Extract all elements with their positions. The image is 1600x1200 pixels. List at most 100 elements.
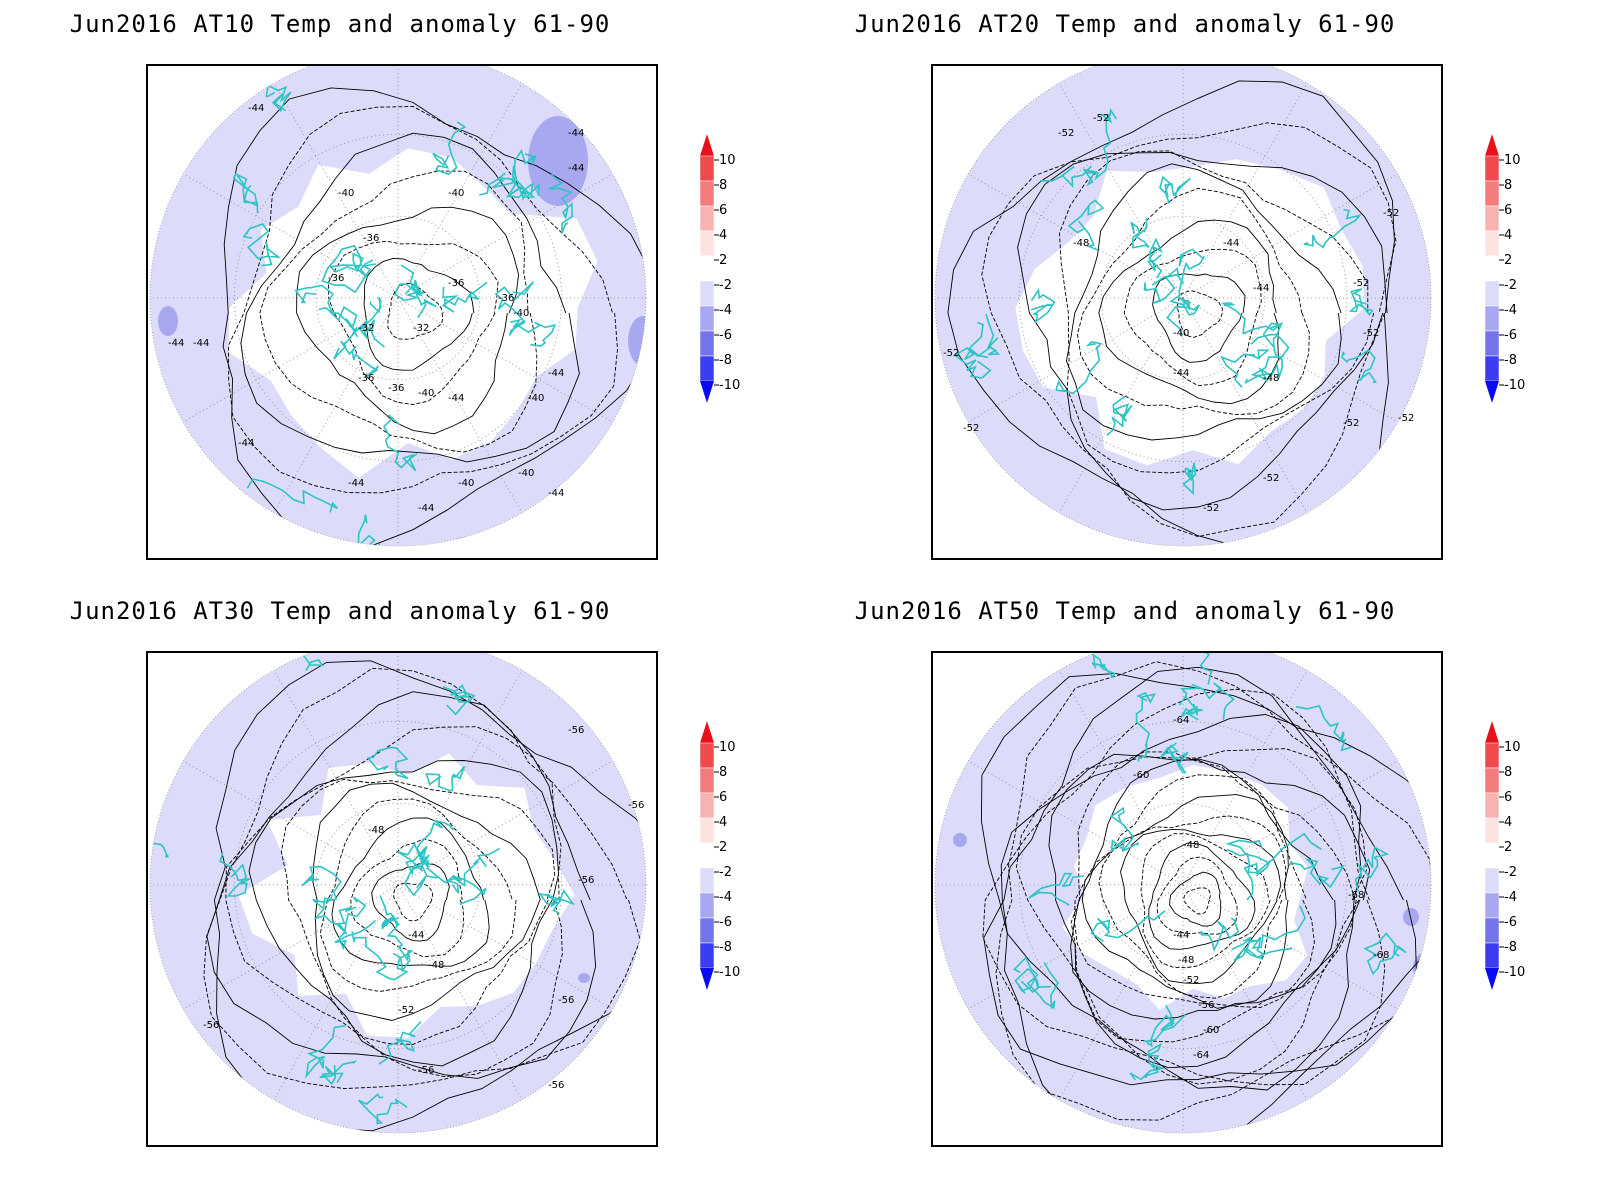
contour-label: -36 bbox=[328, 273, 344, 284]
temperature-contour bbox=[1065, 163, 1342, 441]
temperature-contour bbox=[980, 672, 1431, 1133]
contour-label: -60 bbox=[1203, 1025, 1219, 1036]
coastline bbox=[538, 889, 575, 914]
colorbar-label: 4 bbox=[1504, 228, 1512, 243]
contour-label: -40 bbox=[518, 468, 534, 479]
coastline bbox=[1220, 302, 1283, 348]
temperature-contour bbox=[371, 863, 450, 942]
temperature-contour bbox=[1070, 751, 1357, 1043]
polar-map: -44 -44 -44 -40 -40 -36 -36 -36 -36 -40 -32 -32 -36 -… bbox=[146, 64, 658, 560]
colorbar-segment bbox=[700, 942, 715, 969]
temperature-contour bbox=[1169, 871, 1222, 927]
contour-label: -52 bbox=[1383, 208, 1399, 219]
colorbar-label: -6 bbox=[719, 328, 732, 343]
colorbar-label: -2 bbox=[719, 865, 732, 880]
temperature-contour bbox=[1059, 150, 1375, 474]
coastline bbox=[246, 478, 339, 513]
colorbar-segment bbox=[700, 867, 715, 894]
coastline bbox=[1288, 858, 1345, 889]
contour-label: -56 bbox=[203, 1020, 219, 1031]
coastline bbox=[445, 847, 500, 894]
coastline bbox=[479, 165, 520, 198]
temperature-contour bbox=[995, 661, 1431, 1121]
meridian-line bbox=[968, 173, 1184, 299]
coastline bbox=[425, 765, 466, 792]
coastline bbox=[1159, 742, 1189, 774]
neutral-anomaly-region bbox=[1015, 159, 1365, 466]
meridian-line bbox=[1182, 297, 1308, 513]
colorbar-arrow-up bbox=[1485, 721, 1499, 743]
colorbar-label: -10 bbox=[719, 378, 740, 393]
colorbar-segment bbox=[1485, 180, 1500, 207]
meridian-line bbox=[1182, 760, 1398, 886]
meridian-line bbox=[1182, 884, 1308, 1100]
contour-label: -40 bbox=[1173, 328, 1189, 339]
coastline bbox=[1169, 248, 1206, 306]
coastline bbox=[1159, 175, 1191, 205]
meridian-line bbox=[273, 297, 399, 513]
colorbar-segment bbox=[700, 205, 715, 232]
colorbar-label: -2 bbox=[1504, 278, 1517, 293]
coastline bbox=[305, 1024, 346, 1079]
map-canvas: -56 -56 -56 -48 -44 -48 -52 -56 -56 -56 -56 bbox=[149, 653, 647, 1134]
coastline bbox=[441, 281, 488, 313]
colorbar-segment bbox=[1485, 867, 1500, 894]
colorbar-segment bbox=[1485, 767, 1500, 794]
colorbar-label: -6 bbox=[719, 915, 732, 930]
meridian-line bbox=[1182, 173, 1398, 299]
contour-label: -40 bbox=[458, 478, 474, 489]
colorbar-arrow-up bbox=[1485, 134, 1499, 156]
temperature-contour bbox=[280, 778, 556, 1045]
colorbar-label: 2 bbox=[1504, 253, 1512, 268]
colorbar-segment bbox=[1485, 917, 1500, 944]
contour-label: -48 bbox=[1263, 373, 1279, 384]
temperature-contour bbox=[1073, 774, 1315, 1009]
contour-label: -68 bbox=[1348, 890, 1364, 901]
neutral-anomaly-region bbox=[238, 753, 575, 1038]
contour-label: -56 bbox=[578, 875, 594, 886]
coastline bbox=[1143, 1005, 1186, 1048]
contour-label: -36 bbox=[363, 233, 379, 244]
polar-map: -56 -56 -56 -48 -44 -48 -52 -56 -56 -56 -56 bbox=[146, 651, 658, 1147]
coastline bbox=[1225, 839, 1270, 874]
coastline bbox=[1182, 462, 1198, 496]
coastline bbox=[1028, 872, 1085, 906]
coastline bbox=[397, 842, 438, 879]
colorbar-label: 8 bbox=[719, 178, 727, 193]
colorbar-label: -8 bbox=[719, 940, 732, 955]
colorbar-segment bbox=[700, 767, 715, 794]
colorbar-segment bbox=[700, 255, 715, 282]
coastline bbox=[432, 121, 467, 175]
colorbar-label: 6 bbox=[719, 203, 727, 218]
colorbar-label: -6 bbox=[1504, 915, 1517, 930]
contour-label: -32 bbox=[413, 323, 429, 334]
temperature-contour bbox=[1015, 748, 1367, 1085]
polar-map: -64 -60 -48 -44 -48 -52 -56 -60 -64 -68 -68 bbox=[931, 651, 1443, 1147]
colorbar-label: -8 bbox=[1504, 940, 1517, 955]
meridian-line bbox=[397, 297, 523, 513]
panel-at30: Jun2016 AT30 Temp and anomaly 61-90 -56-… bbox=[0, 597, 780, 1157]
contour-label: -36 bbox=[498, 293, 514, 304]
colorbar-segment bbox=[700, 792, 715, 819]
temperature-contour bbox=[213, 660, 646, 1132]
temperature-contour bbox=[1081, 794, 1289, 1009]
coastline bbox=[232, 172, 259, 214]
colorbar-segment bbox=[700, 742, 715, 769]
coastline bbox=[1135, 691, 1157, 762]
coastline bbox=[378, 1021, 422, 1065]
colorbar-segment bbox=[700, 842, 715, 869]
temperature-contour bbox=[1123, 248, 1262, 387]
colorbar-segment bbox=[700, 155, 715, 182]
colorbar-label: -4 bbox=[1504, 303, 1517, 318]
temperature-contour bbox=[328, 240, 499, 405]
meridian-line bbox=[397, 297, 613, 423]
strong-anomaly-patch bbox=[1393, 1013, 1409, 1031]
contour-label: -56 bbox=[548, 1080, 564, 1091]
meridian-line bbox=[397, 760, 613, 886]
meridian-line bbox=[968, 760, 1184, 886]
panel-title: Jun2016 AT20 Temp and anomaly 61-90 bbox=[854, 10, 1396, 38]
coastline bbox=[301, 865, 342, 910]
colorbar-arrow-up bbox=[700, 134, 714, 156]
temperature-contour bbox=[983, 666, 1418, 1086]
coastline bbox=[1147, 237, 1163, 279]
